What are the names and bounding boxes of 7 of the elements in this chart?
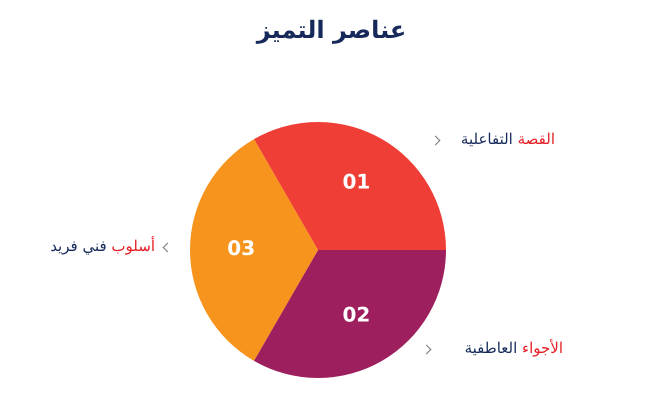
text: 03 bbox=[227, 236, 256, 260]
text: 01 bbox=[342, 170, 370, 194]
slice-label: أسلوب فني فريد bbox=[50, 237, 155, 255]
text: 02 bbox=[342, 302, 370, 327]
slice-label: الأجواء العاطفية bbox=[464, 339, 563, 357]
chart-title: عناصر التميز bbox=[254, 16, 408, 44]
slice-label: القصة التفاعلية bbox=[460, 130, 555, 148]
